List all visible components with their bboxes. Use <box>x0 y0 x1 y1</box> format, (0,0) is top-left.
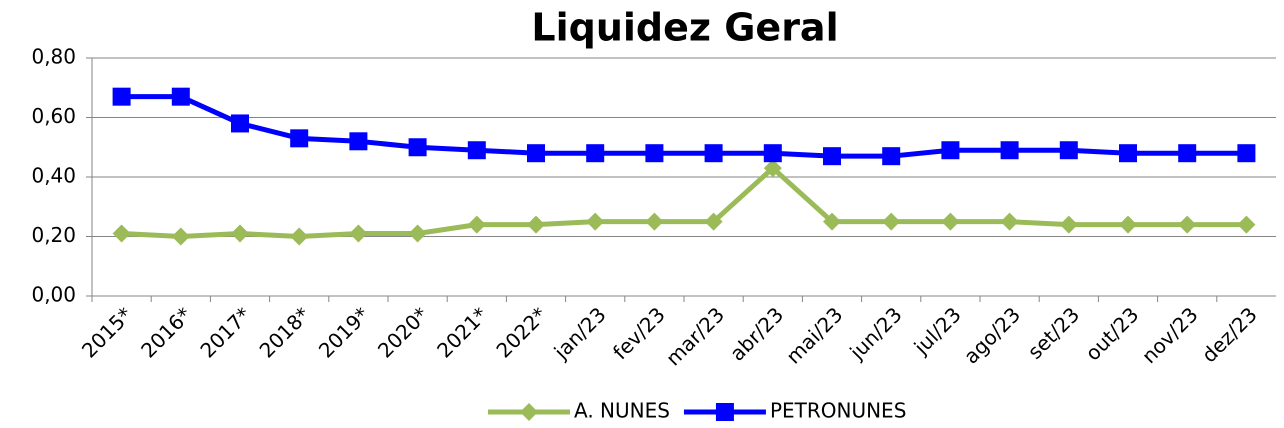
data-point <box>349 224 368 243</box>
x-tick-label: dez/23 <box>1197 302 1262 367</box>
x-tick-label: 2015* <box>77 302 137 362</box>
data-point <box>882 212 901 231</box>
data-point <box>290 227 309 246</box>
series-line <box>121 165 1247 239</box>
data-point <box>704 144 723 163</box>
y-tick-label: 0,60 <box>31 104 76 128</box>
data-point <box>586 212 605 231</box>
data-point <box>408 224 427 243</box>
data-point <box>1237 215 1256 234</box>
data-point <box>1178 144 1197 163</box>
data-point <box>763 159 782 178</box>
data-point <box>941 141 960 160</box>
legend-label: A. NUNES <box>574 399 670 423</box>
data-point <box>1000 141 1019 160</box>
x-tick-label: jan/23 <box>549 302 611 364</box>
x-tick-label: ago/23 <box>959 302 1025 368</box>
x-tick-label: 2021* <box>432 302 492 362</box>
x-tick-label: 2018* <box>255 302 315 362</box>
data-point <box>112 224 131 243</box>
data-point <box>1178 215 1197 234</box>
y-tick-label: 0,00 <box>31 283 76 307</box>
data-point <box>290 129 309 148</box>
data-point <box>467 215 486 234</box>
x-tick-label: 2017* <box>195 302 255 362</box>
data-point <box>823 147 841 166</box>
x-tick-label: 2019* <box>314 302 374 362</box>
data-point <box>171 227 190 246</box>
data-point <box>408 138 427 157</box>
data-point <box>645 212 664 231</box>
data-point <box>112 87 131 106</box>
x-tick-label: 2022* <box>491 302 551 362</box>
legend-label: PETRONUNES <box>770 399 906 423</box>
legend-marker <box>520 403 538 421</box>
data-point <box>586 144 605 163</box>
y-tick-label: 0,80 <box>31 45 76 69</box>
x-tick-label: set/23 <box>1023 302 1084 363</box>
data-point <box>1059 215 1078 234</box>
data-point <box>645 144 664 163</box>
data-point <box>171 87 190 106</box>
data-point <box>1119 215 1137 234</box>
x-tick-label: nov/23 <box>1137 302 1203 368</box>
x-tick-label: out/23 <box>1081 302 1144 365</box>
data-point <box>763 144 782 163</box>
x-tick-label: jul/23 <box>909 302 966 359</box>
data-point <box>1237 144 1256 163</box>
data-point <box>467 141 486 160</box>
data-point <box>527 215 545 234</box>
y-tick-label: 0,20 <box>31 223 76 247</box>
x-tick-label: 2020* <box>373 302 433 362</box>
chart-title: Liquidez Geral <box>531 6 838 50</box>
x-tick-label: abr/23 <box>725 302 788 365</box>
data-point <box>231 224 249 243</box>
x-tick-label: fev/23 <box>608 302 670 364</box>
y-tick-label: 0,40 <box>31 164 76 188</box>
data-point <box>231 114 249 133</box>
x-tick-label: mar/23 <box>661 302 729 370</box>
x-tick-label: jun/23 <box>844 302 906 364</box>
x-tick-label: mai/23 <box>781 302 847 368</box>
data-point <box>882 147 901 166</box>
legend-marker <box>715 403 734 421</box>
data-point <box>1000 212 1019 231</box>
data-point <box>704 212 723 231</box>
data-point <box>941 212 960 231</box>
data-point <box>823 212 841 231</box>
data-point <box>527 144 545 163</box>
data-point <box>349 132 368 151</box>
x-tick-label: 2016* <box>136 302 196 362</box>
data-point <box>1119 144 1137 163</box>
data-point <box>1059 141 1078 160</box>
series-line <box>121 94 1247 159</box>
